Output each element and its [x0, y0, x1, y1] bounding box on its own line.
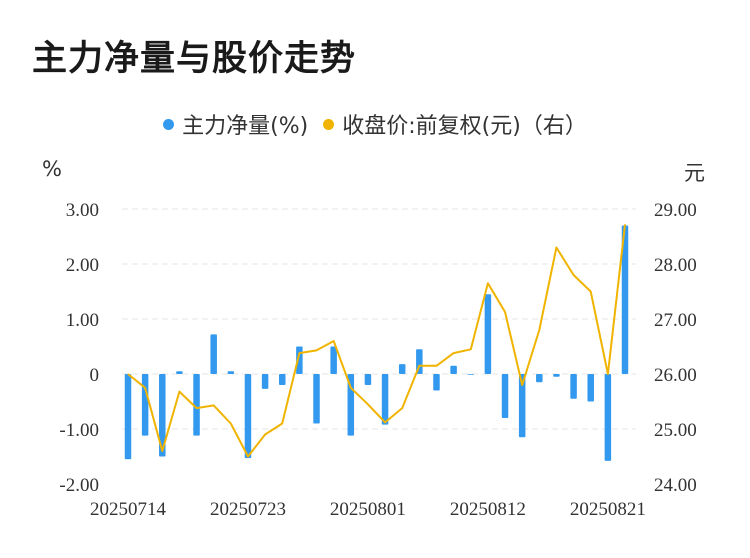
bar: [210, 334, 217, 374]
x-tick-label: 20250723: [210, 499, 286, 520]
bar: [621, 225, 629, 374]
x-tick-label: 20250812: [450, 499, 526, 520]
bar: [244, 374, 252, 459]
left-tick-label: 1.00: [66, 310, 99, 331]
bar: [193, 374, 200, 436]
bar: [330, 346, 337, 374]
bar: [570, 374, 577, 399]
left-tick-label: 3.00: [66, 200, 99, 221]
bar: [536, 374, 543, 383]
bar: [484, 294, 492, 374]
bar: [518, 374, 526, 438]
left-axis-unit: %: [42, 157, 62, 181]
bar: [176, 371, 183, 374]
bar: [364, 374, 372, 385]
right-tick-label: 27.00: [654, 310, 697, 331]
legend-dot-bar-icon: [163, 118, 175, 130]
legend-label-close-price: 收盘价:前复权(元)（右）: [342, 114, 587, 139]
right-tick-label: 24.00: [654, 475, 697, 496]
bar: [124, 374, 132, 460]
bar: [587, 374, 594, 402]
right-tick-label: 26.00: [654, 365, 697, 386]
bar: [467, 374, 475, 375]
left-tick-label: 0: [90, 365, 100, 386]
chart-legend: 主力净量(%) 收盘价:前复权(元)（右）: [0, 108, 750, 140]
legend-label-net-volume: 主力净量(%): [182, 114, 309, 139]
legend-item-net-volume[interactable]: 主力净量(%): [163, 108, 308, 140]
bar: [381, 374, 389, 425]
left-tick-label: 2.00: [66, 255, 99, 276]
price-line: [127, 224, 626, 458]
x-tick-label: 20250714: [90, 499, 167, 520]
bar: [604, 374, 612, 461]
right-axis-unit: 元: [684, 161, 705, 185]
left-tick-label: -2.00: [59, 475, 99, 496]
left-tick-label: -1.00: [59, 420, 99, 441]
bar: [450, 365, 457, 374]
x-tick-label: 20250801: [330, 499, 406, 520]
bar: [553, 374, 560, 377]
bar: [261, 374, 269, 389]
x-tick-label: 20250821: [570, 499, 646, 520]
bar: [141, 374, 149, 436]
legend-dot-line-icon: [323, 118, 335, 130]
bar: [398, 364, 406, 374]
bar: [227, 371, 235, 374]
chart-title: 主力净量与股价走势: [32, 39, 357, 79]
legend-item-close-price[interactable]: 收盘价:前复权(元)（右）: [323, 108, 587, 140]
right-tick-label: 29.00: [654, 200, 697, 221]
right-tick-label: 25.00: [654, 420, 697, 441]
right-tick-label: 28.00: [654, 255, 697, 276]
bar: [433, 374, 440, 391]
bar: [159, 374, 166, 457]
bar: [501, 374, 509, 418]
bar: [313, 374, 320, 424]
bar: [278, 374, 286, 385]
